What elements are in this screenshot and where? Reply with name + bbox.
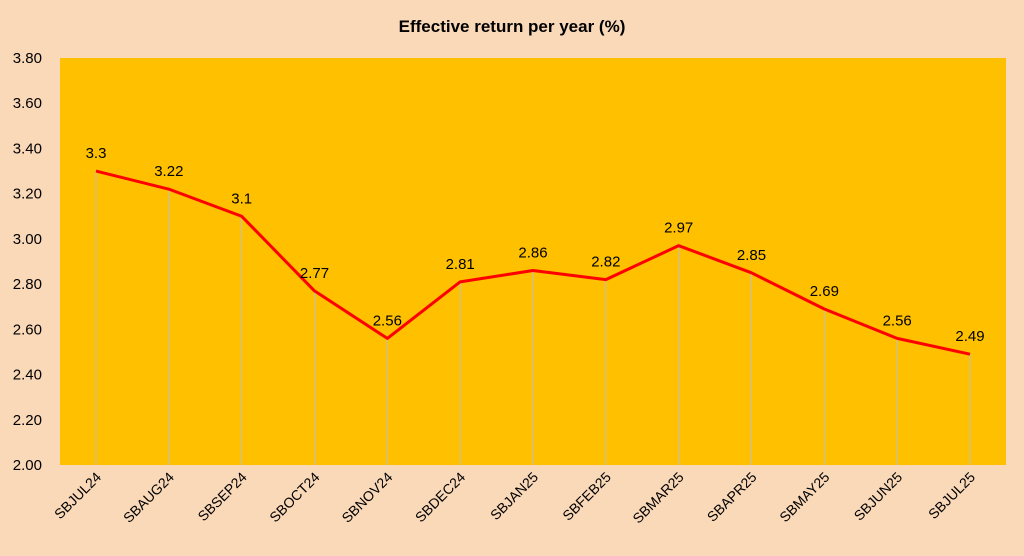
data-label: 2.56: [883, 312, 912, 329]
data-label: 2.77: [300, 265, 329, 282]
data-label: 3.22: [154, 163, 183, 180]
x-tick-label: SBJUL25: [925, 469, 978, 522]
y-tick-label: 3.00: [13, 231, 42, 248]
series-line: [95, 169, 971, 356]
x-tick-label: SBFEB25: [559, 469, 614, 524]
y-tick-label: 2.20: [13, 412, 42, 429]
drop-lines: [95, 171, 971, 465]
y-tick-label: 3.80: [13, 50, 42, 67]
y-tick-label: 3.40: [13, 140, 42, 157]
x-tick-label: SBMAR25: [629, 469, 687, 527]
data-label: 2.82: [591, 254, 620, 271]
y-tick-label: 3.20: [13, 186, 42, 203]
x-tick-label: SBJUL24: [51, 469, 104, 522]
y-tick-label: 2.80: [13, 276, 42, 293]
data-label: 2.69: [810, 283, 839, 300]
x-tick-label: SBDEC24: [412, 469, 469, 526]
data-label: 3.1: [231, 190, 252, 207]
y-tick-label: 2.40: [13, 367, 42, 384]
data-labels: 3.3 3.22 3.1 2.77 2.56 2.81 2.86 2.82 2.97 2.85 2.…: [86, 145, 985, 345]
data-label: 2.81: [446, 256, 475, 273]
data-label: 2.49: [955, 328, 984, 345]
data-label: 2.97: [664, 220, 693, 237]
x-tick-label: SBJUN25: [851, 469, 906, 524]
y-axis-tick-labels: 2.00 2.20 2.40 2.60 2.80 3.00 3.20 3.40 3.60 3.80: [13, 50, 42, 474]
chart-title: Effective return per year (%): [399, 17, 626, 36]
data-label: 3.3: [86, 145, 107, 162]
data-label: 2.85: [737, 247, 766, 264]
x-tick-label: SBNOV24: [338, 469, 395, 526]
x-tick-label: SBOCT24: [266, 469, 323, 526]
y-tick-label: 2.60: [13, 321, 42, 338]
x-tick-label: SBJAN25: [487, 469, 541, 523]
data-label: 2.56: [373, 312, 402, 329]
data-label: 2.86: [518, 245, 547, 262]
x-tick-label: SBMAY25: [776, 469, 832, 525]
x-tick-label: SBSEP24: [194, 469, 249, 524]
y-tick-label: 3.60: [13, 95, 42, 112]
y-tick-label: 2.00: [13, 457, 42, 474]
x-tick-label: SBAPR25: [704, 469, 760, 525]
x-axis-tick-labels: SBJUL24 SBAUG24 SBSEP24 SBOCT24 SBNOV24 SBDEC…: [51, 469, 978, 527]
x-tick-label: SBAUG24: [120, 469, 177, 526]
